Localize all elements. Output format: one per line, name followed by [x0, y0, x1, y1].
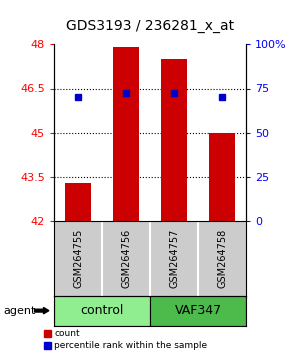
Text: GSM264756: GSM264756 — [121, 229, 131, 288]
Text: GSM264755: GSM264755 — [73, 229, 83, 288]
Bar — [209, 133, 235, 221]
Text: VAF347: VAF347 — [174, 304, 222, 317]
Text: control: control — [80, 304, 124, 317]
Text: GSM264757: GSM264757 — [169, 229, 179, 288]
Bar — [65, 183, 91, 221]
Text: agent: agent — [3, 306, 35, 316]
Legend: count, percentile rank within the sample: count, percentile rank within the sample — [44, 330, 208, 350]
Bar — [113, 47, 139, 221]
Bar — [161, 59, 187, 221]
FancyBboxPatch shape — [150, 296, 246, 326]
FancyBboxPatch shape — [54, 296, 150, 326]
Text: GDS3193 / 236281_x_at: GDS3193 / 236281_x_at — [66, 19, 234, 34]
Text: GSM264758: GSM264758 — [217, 229, 227, 288]
